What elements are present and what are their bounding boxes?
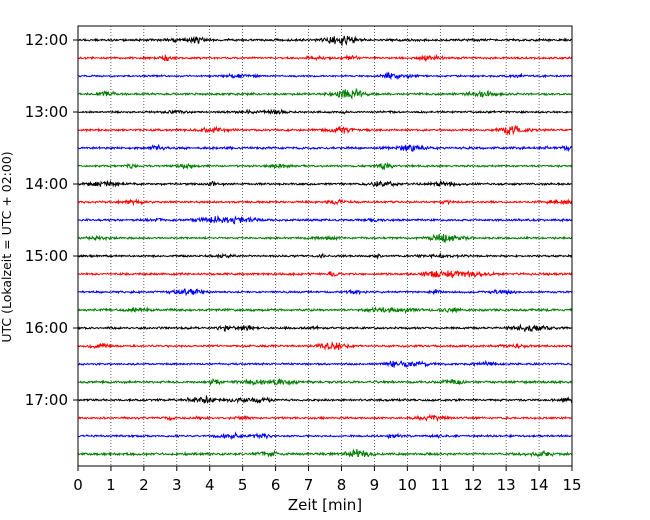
trace-line [77,233,573,243]
x-axis-label: Zeit [min] [288,496,362,514]
seismic-traces [77,35,573,459]
trace-line [77,161,573,171]
trace-line [77,124,573,136]
trace-line [77,87,573,100]
trace-line [78,340,573,351]
x-tick-label: 5 [238,476,248,494]
plot-frame [77,25,573,467]
trace-line [77,252,573,260]
x-tick-label: 13 [497,476,516,494]
trace-line [77,35,573,46]
x-tick-label: 3 [172,476,182,494]
x-tick-label: 0 [73,476,83,494]
trace-line [77,359,573,368]
grid-lines [110,26,540,466]
y-tick-label: 12:00 [25,31,68,49]
y-tick-label: 16:00 [25,319,68,337]
y-axis-ticks: 12:00 13:00 14:00 15:00 16:00 17:00 [25,31,78,409]
trace-line [77,448,573,459]
x-tick-label: 10 [398,476,417,494]
trace-line [77,394,573,405]
x-axis-ticks: 0 1 2 3 4 5 6 7 8 9 10 11 12 13 14 15 [73,466,582,494]
y-tick-label: 14:00 [25,175,68,193]
trace-line [77,71,573,81]
x-tick-label: 6 [271,476,281,494]
x-tick-label: 1 [106,476,116,494]
x-tick-label: 7 [304,476,314,494]
trace-line [77,197,573,207]
x-tick-label: 9 [370,476,380,494]
x-tick-label: 12 [464,476,483,494]
trace-line [78,377,573,387]
trace-line [77,143,573,153]
trace-line [77,431,573,441]
y-tick-label: 15:00 [25,247,68,265]
trace-line [77,306,573,315]
x-tick-label: 4 [205,476,215,494]
y-tick-label: 13:00 [25,103,68,121]
x-tick-label: 14 [530,476,549,494]
trace-line [77,179,573,188]
trace-line [77,288,573,297]
y-axis-label: UTC (Lokalzeit = UTC + 02:00) [0,151,14,342]
trace-line [77,53,573,62]
trace-line [77,214,573,225]
x-tick-label: 11 [431,476,450,494]
y-tick-label: 17:00 [25,391,68,409]
x-tick-label: 15 [562,476,581,494]
trace-line [77,323,573,333]
trace-line [77,269,573,279]
trace-line [77,413,573,423]
x-tick-label: 2 [139,476,149,494]
trace-line [77,108,573,116]
x-tick-label: 8 [337,476,347,494]
